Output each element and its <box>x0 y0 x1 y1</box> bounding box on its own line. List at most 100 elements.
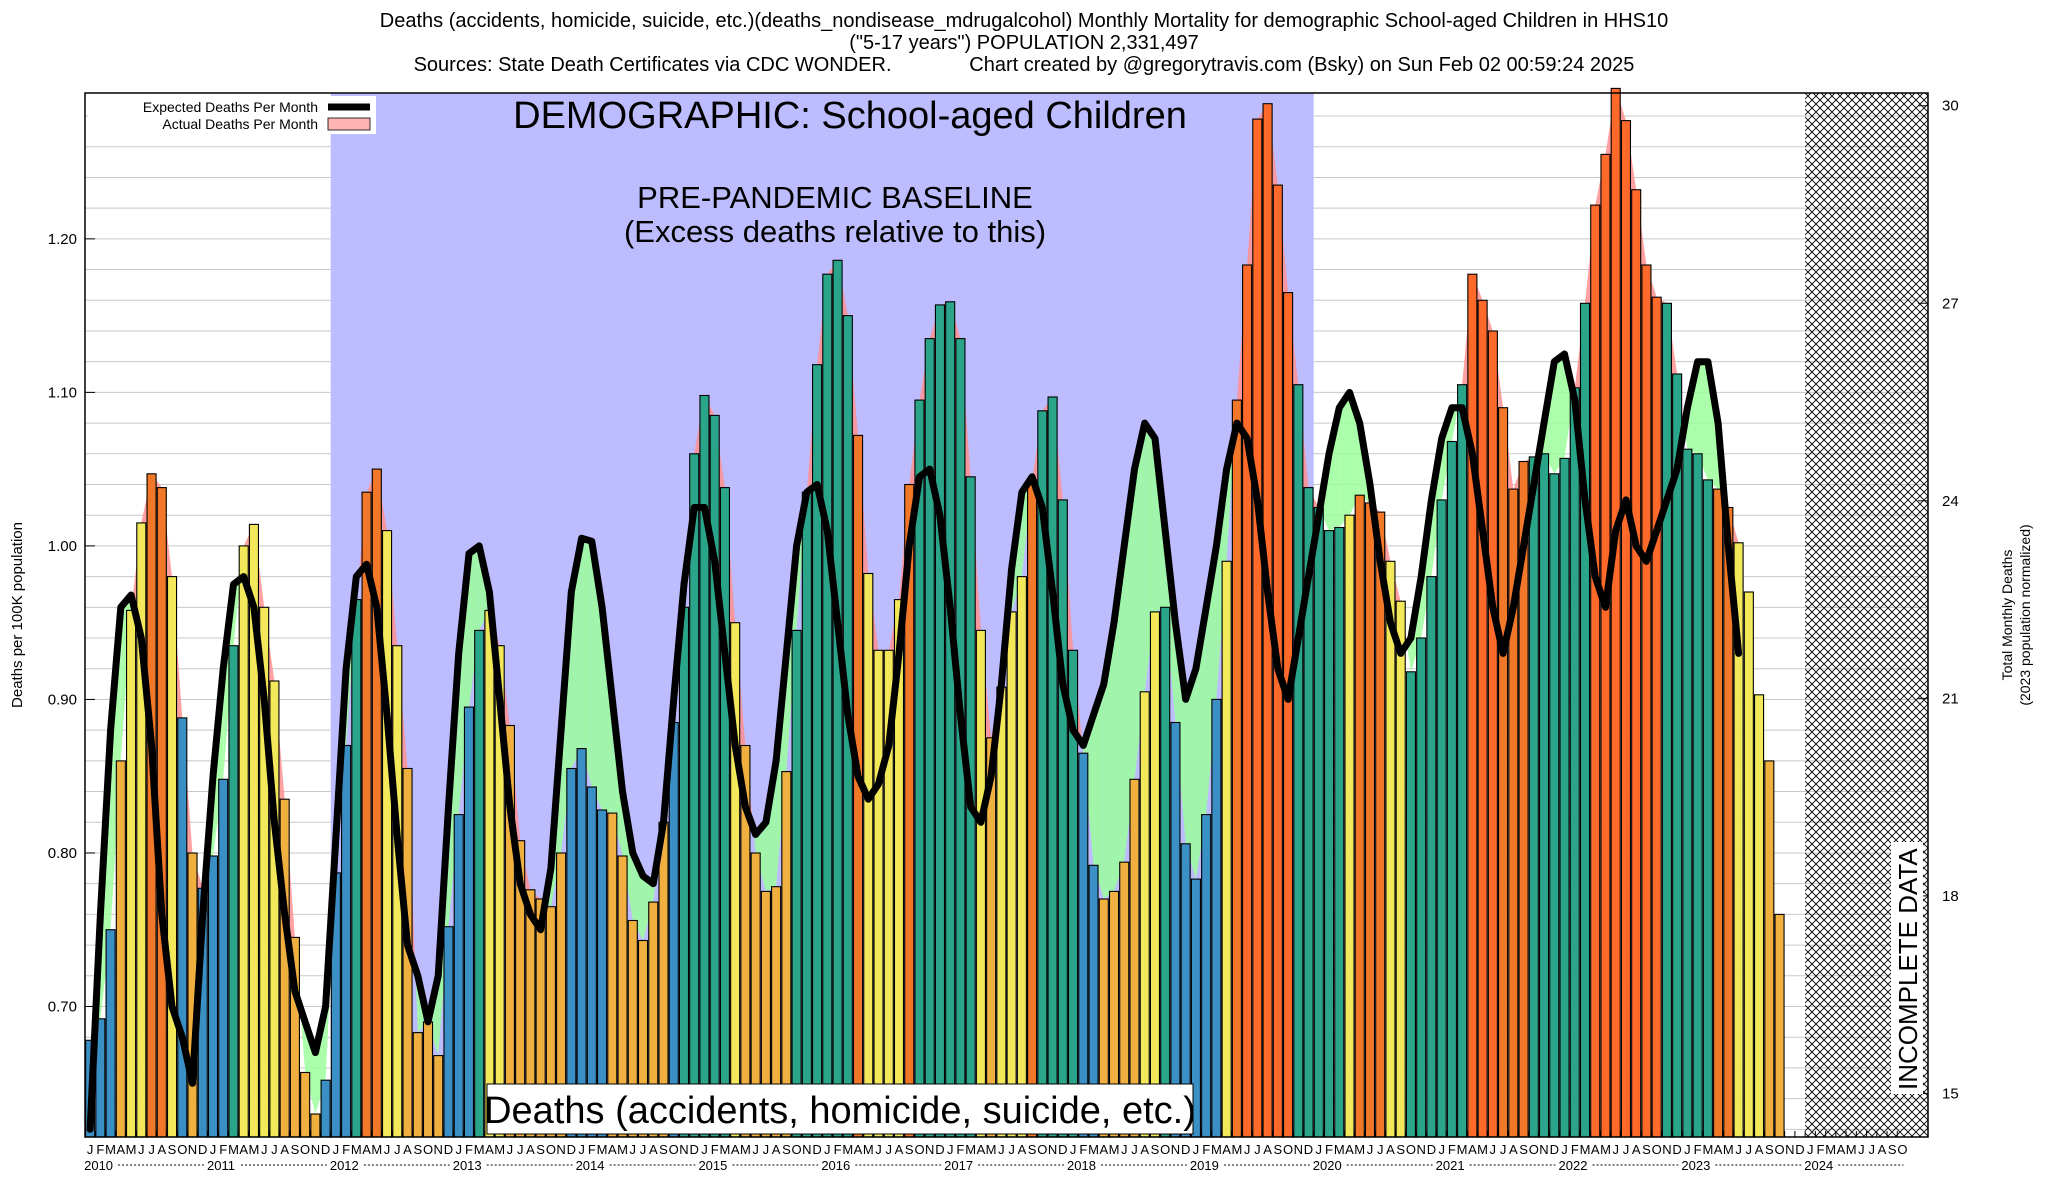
y2-tick-label: 18 <box>1942 888 1959 905</box>
x-month-label: A <box>854 1142 863 1157</box>
incomplete-label-box <box>1891 842 1923 1094</box>
x-month-label: D <box>935 1142 944 1157</box>
x-month-label: N <box>1539 1142 1548 1157</box>
x-year-label: 2021 <box>1436 1158 1465 1173</box>
deficit-deaths-fill <box>1329 407 1340 531</box>
data-bar <box>1600 153 1611 1138</box>
x-month-label: J <box>763 1142 770 1157</box>
x-month-label: N <box>311 1142 320 1157</box>
x-month-label: N <box>434 1142 443 1157</box>
x-month-label: M <box>228 1142 239 1157</box>
x-month-label: F <box>465 1142 473 1157</box>
x-year-label: 2019 <box>1190 1158 1219 1173</box>
deficit-deaths-fill <box>1083 714 1094 866</box>
legend-expected-label: Expected Deaths Per Month <box>143 99 318 115</box>
x-month-label: J <box>1193 1142 1200 1157</box>
x-month-label: F <box>342 1142 350 1157</box>
deficit-deaths-fill <box>796 492 807 631</box>
data-bar <box>1354 494 1365 1138</box>
x-month-label: J <box>998 1142 1005 1157</box>
x-month-label: M <box>126 1142 137 1157</box>
x-year-label: 2013 <box>453 1158 482 1173</box>
x-month-label: D <box>812 1142 821 1157</box>
data-bar <box>1334 526 1345 1138</box>
x-month-label: D <box>1672 1142 1681 1157</box>
x-month-label: A <box>1386 1142 1395 1157</box>
x-month-label: A <box>1714 1142 1723 1157</box>
x-month-label: J <box>875 1142 882 1157</box>
data-bar <box>1016 576 1027 1138</box>
data-bar <box>1477 299 1488 1138</box>
plot-frame <box>84 92 1929 1138</box>
x-month-label: D <box>444 1142 453 1157</box>
x-month-label: S <box>1151 1142 1160 1157</box>
data-bar <box>115 760 126 1138</box>
x-month-label: J <box>148 1142 155 1157</box>
y2-tick-label: 21 <box>1942 690 1959 707</box>
data-bar <box>709 414 720 1138</box>
data-bar <box>1692 453 1703 1138</box>
x-month-label: M <box>351 1142 362 1157</box>
data-bar <box>300 1071 311 1138</box>
x-month-label: M <box>1600 1142 1611 1157</box>
data-bar <box>1323 530 1335 1138</box>
x-month-label: S <box>782 1142 791 1157</box>
x-month-label: N <box>556 1142 565 1157</box>
chart-subtitle: ("5-17 years") POPULATION 2,331,497 <box>849 32 1199 54</box>
x-month-label: O <box>1529 1142 1539 1157</box>
x-month-label: J <box>640 1142 647 1157</box>
x-month-label: J <box>1623 1142 1630 1157</box>
x-month-label: M <box>1825 1142 1836 1157</box>
data-bar <box>1047 396 1058 1138</box>
x-month-label: J <box>394 1142 401 1157</box>
x-month-label: F <box>711 1142 719 1157</box>
x-month-label: D <box>1304 1142 1313 1157</box>
x-month-label: N <box>1785 1142 1794 1157</box>
x-month-label: A <box>403 1142 412 1157</box>
x-month-label: F <box>1325 1142 1333 1157</box>
x-month-label: M <box>1477 1142 1488 1157</box>
data-bar <box>1313 506 1324 1138</box>
x-month-label: O <box>1652 1142 1662 1157</box>
x-month-label: J <box>1500 1142 1507 1157</box>
x-month-label: J <box>1377 1142 1384 1157</box>
data-bar <box>1375 511 1386 1138</box>
x-month-label: S <box>1396 1142 1405 1157</box>
y-tick-label: 1.10 <box>48 384 77 401</box>
x-month-label: F <box>1202 1142 1210 1157</box>
data-bar <box>781 771 792 1138</box>
x-month-label: J <box>1746 1142 1753 1157</box>
x-month-label: M <box>863 1142 874 1157</box>
deficit-deaths-fill <box>643 876 654 941</box>
x-month-label: J <box>1438 1142 1445 1157</box>
data-bar <box>453 814 464 1138</box>
x-month-label: J <box>384 1142 391 1157</box>
x-month-label: J <box>1868 1142 1875 1157</box>
x-month-label: D <box>198 1142 207 1157</box>
x-month-label: A <box>280 1142 289 1157</box>
data-bar <box>341 744 352 1138</box>
x-month-label: A <box>731 1142 740 1157</box>
data-bar <box>238 545 249 1138</box>
x-month-label: A <box>1140 1142 1149 1157</box>
y-tick-label: 0.90 <box>48 691 77 708</box>
deficit-deaths-fill <box>1339 392 1350 528</box>
data-bar <box>1242 264 1253 1138</box>
x-month-label: M <box>1334 1142 1345 1157</box>
data-bar <box>1538 453 1550 1138</box>
data-bar <box>832 259 843 1138</box>
data-bar <box>1631 189 1642 1138</box>
data-bar <box>228 645 239 1138</box>
x-month-label: A <box>1837 1142 1846 1157</box>
x-month-label: D <box>1427 1142 1436 1157</box>
legend-actual-label: Actual Deaths Per Month <box>162 116 318 132</box>
data-bar <box>1661 302 1672 1138</box>
data-bar <box>934 304 946 1138</box>
y2-axis-sublabel: (2023 population normalized) <box>2017 524 2033 705</box>
x-month-label: A <box>1263 1142 1272 1157</box>
deficit-deaths-fill <box>1103 622 1114 899</box>
x-month-label: A <box>1468 1142 1477 1157</box>
deficit-deaths-fill <box>1185 668 1196 880</box>
data-bar <box>1170 721 1181 1138</box>
x-month-label: M <box>965 1142 976 1157</box>
